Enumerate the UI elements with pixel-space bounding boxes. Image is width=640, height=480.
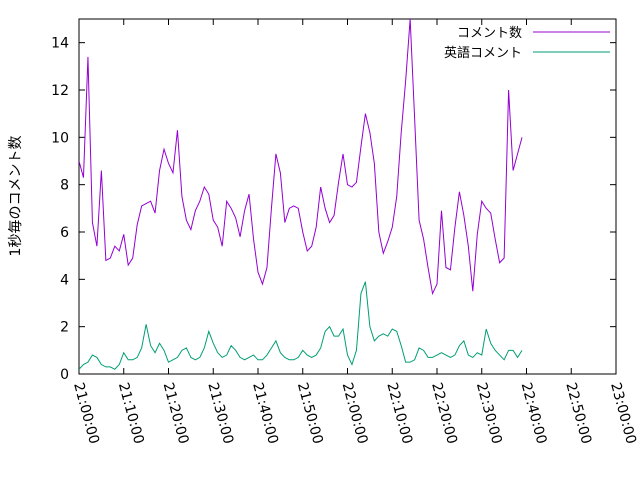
axis-ticks: 0 2 4 6 8 10 12 14 21:00:00 21:10:00 21:20:00 21:30… (51, 19, 639, 446)
y-tick-label: 0 (60, 367, 69, 383)
y-tick-label: 6 (60, 225, 69, 241)
x-tick-label: 21:40:00 (249, 381, 281, 446)
y-tick-label: 4 (60, 272, 69, 288)
x-tick-label: 21:30:00 (204, 381, 236, 446)
x-tick-label: 22:10:00 (383, 381, 415, 446)
x-tick-label: 22:40:00 (518, 381, 550, 446)
y-axis-label: 1秒毎のコメント数 (8, 136, 24, 257)
plot-frame (78, 18, 617, 375)
x-tick-label: 22:30:00 (473, 381, 505, 446)
legend-label-comments: コメント数 (457, 26, 522, 41)
y-tick-label: 10 (51, 130, 69, 146)
y-tick-label: 2 (60, 320, 69, 336)
x-tick-label: 21:00:00 (70, 381, 102, 446)
y-tick-label: 12 (51, 83, 69, 99)
x-tick-label: 22:00:00 (339, 381, 371, 446)
plot-border (78, 18, 617, 375)
series-line-0 (79, 19, 523, 296)
legend: コメント数 英語コメント (444, 26, 610, 61)
y-tick-label: 8 (60, 178, 69, 194)
legend-label-english: 英語コメント (444, 45, 522, 61)
series-layer (79, 19, 523, 370)
x-tick-label: 21:10:00 (115, 381, 147, 446)
x-tick-label: 21:50:00 (294, 381, 326, 446)
series-line-1 (79, 281, 523, 370)
x-tick-label: 22:50:00 (562, 381, 594, 446)
x-tick-label: 23:00:00 (607, 381, 639, 446)
y-tick-label: 14 (51, 36, 69, 52)
x-tick-label: 21:20:00 (160, 381, 192, 446)
x-tick-label: 22:20:00 (428, 381, 460, 446)
